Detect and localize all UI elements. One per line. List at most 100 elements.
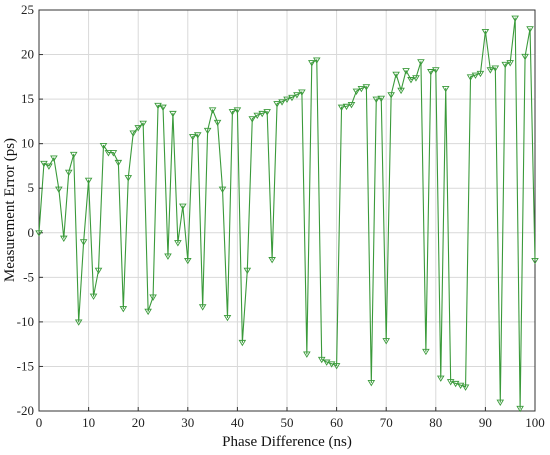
data-point-marker [392, 71, 400, 79]
data-point-marker [198, 304, 207, 311]
data-markers [35, 15, 539, 413]
data-point-marker [154, 102, 162, 110]
x-tick-label: 10 [82, 415, 95, 430]
data-point-marker [357, 85, 366, 93]
data-point-marker [94, 267, 103, 275]
y-tick-label: 15 [21, 91, 34, 106]
data-point-marker [89, 293, 98, 300]
data-point-marker [471, 72, 480, 79]
data-point-marker [134, 125, 142, 132]
x-tick-label: 30 [181, 415, 194, 430]
data-point-marker [159, 104, 167, 112]
data-point-marker [50, 155, 58, 162]
data-point-marker [456, 382, 465, 390]
data-point-marker [243, 267, 252, 275]
data-point-marker [516, 405, 524, 413]
data-point-marker [233, 107, 242, 114]
data-point-marker [521, 53, 529, 61]
data-point-marker [184, 257, 192, 265]
data-point-marker [412, 75, 420, 82]
data-point-marker [35, 230, 43, 237]
data-point-marker [64, 169, 73, 177]
y-tick-label: 25 [21, 2, 34, 17]
data-point-marker [283, 96, 291, 103]
x-tick-label: 90 [479, 415, 492, 430]
data-point-marker [238, 339, 247, 347]
data-point-marker [422, 348, 430, 356]
x-tick-label: 40 [231, 415, 244, 430]
data-point-marker [417, 59, 425, 66]
data-point-marker [402, 68, 410, 75]
grid [38, 9, 536, 412]
data-point-marker [298, 89, 306, 96]
data-point-marker [99, 142, 108, 150]
x-tick-label: 20 [132, 415, 145, 430]
data-point-marker [258, 110, 266, 118]
y-tick-label: -10 [17, 314, 34, 329]
data-point-marker [352, 88, 361, 95]
y-axis-label: Measurement Error (ps) [2, 138, 18, 282]
y-tick-label: -20 [17, 403, 34, 418]
data-point-marker [164, 253, 172, 260]
data-point-marker [218, 186, 227, 193]
data-point-marker [362, 84, 371, 91]
data-point-marker [397, 87, 405, 95]
data-point-marker [347, 102, 356, 109]
data-point-marker [432, 67, 440, 74]
data-point-marker [174, 240, 182, 247]
data-point-marker [253, 112, 262, 120]
data-point-marker [466, 74, 475, 81]
data-point-marker [104, 150, 113, 157]
data-point-marker [377, 95, 386, 103]
tick-labels: 0 10 20 30 40 50 60 70 80 90 100 -20 -15 -10 -5 0 5 10 15 2… [17, 2, 545, 430]
data-point-marker [451, 380, 460, 388]
data-point-marker [119, 306, 128, 313]
data-point-marker [367, 380, 376, 387]
data-point-marker [332, 363, 341, 370]
data-point-marker [293, 92, 301, 99]
data-point-marker [501, 61, 510, 69]
data-point-marker [60, 235, 68, 242]
x-tick-label: 60 [330, 415, 343, 430]
x-tick-label: 50 [281, 415, 294, 430]
data-point-marker [193, 132, 202, 139]
data-point-marker [531, 257, 539, 265]
y-tick-label: -5 [23, 269, 34, 284]
data-point-marker [213, 119, 222, 127]
data-point-marker [407, 77, 415, 84]
data-point-marker [436, 375, 445, 382]
x-axis-label: Phase Difference (ns) [222, 434, 352, 450]
data-point-marker [124, 175, 133, 182]
data-point-marker [278, 99, 286, 106]
data-point-marker [45, 163, 53, 170]
data-point-marker [144, 308, 152, 316]
x-tick-label: 100 [525, 415, 545, 430]
data-point-marker [179, 203, 187, 210]
data-point-marker [308, 60, 316, 67]
data-point-marker [481, 28, 490, 36]
data-point-marker [79, 239, 88, 246]
data-point-marker [382, 338, 390, 345]
data-point-marker [491, 65, 500, 72]
data-point-marker [288, 94, 296, 102]
y-tick-label: 0 [28, 225, 35, 240]
data-point-marker [461, 384, 470, 391]
y-tick-label: 20 [21, 47, 34, 62]
data-point-marker [129, 130, 138, 137]
data-point-marker [69, 151, 78, 159]
data-point-marker [372, 96, 381, 103]
data-point-marker [203, 127, 212, 135]
data-point-marker [208, 107, 217, 114]
data-point-marker [441, 85, 450, 93]
data-point-marker [84, 177, 93, 185]
data-point-marker [511, 15, 519, 22]
x-tick-label: 70 [380, 415, 393, 430]
data-point-marker [303, 351, 311, 358]
data-point-marker [486, 67, 495, 74]
data-point-marker [223, 314, 232, 322]
y-tick-label: 10 [21, 136, 34, 151]
y-tick-label: -15 [17, 358, 34, 373]
data-point-marker [188, 134, 197, 141]
data-point-marker [506, 60, 514, 67]
